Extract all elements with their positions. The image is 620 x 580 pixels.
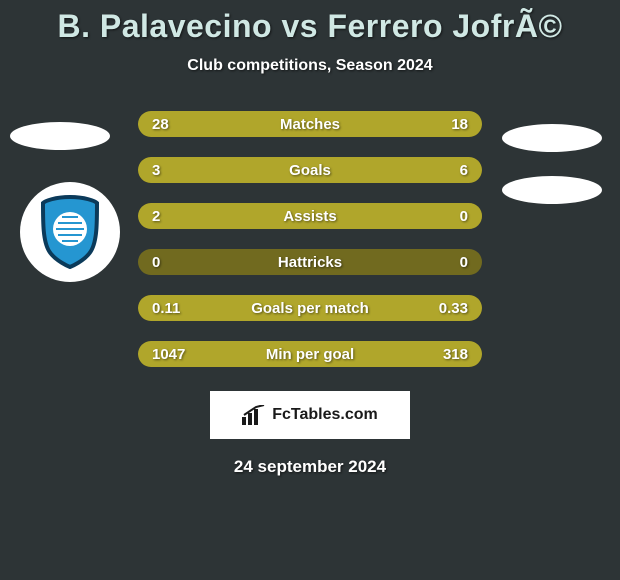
stat-label: Min per goal [266, 346, 354, 363]
stat-label: Goals [289, 162, 331, 179]
stat-right-value: 6 [460, 162, 468, 179]
stat-row: 3 Goals 6 [138, 157, 482, 183]
subtitle: Club competitions, Season 2024 [0, 57, 620, 75]
stat-left-value: 1047 [152, 346, 185, 363]
stat-fill-left [138, 295, 224, 321]
team-right-placeholder [502, 176, 602, 204]
chart-icon [242, 405, 266, 425]
stat-right-value: 318 [443, 346, 468, 363]
stat-left-value: 3 [152, 162, 160, 179]
brand-label: FcTables.com [272, 406, 378, 424]
brand-box[interactable]: FcTables.com [210, 391, 410, 439]
stat-row: 0.11 Goals per match 0.33 [138, 295, 482, 321]
stat-left-value: 0 [152, 254, 160, 271]
stat-left-value: 28 [152, 116, 169, 133]
team-left-badge [20, 182, 120, 282]
stat-left-value: 2 [152, 208, 160, 225]
stat-row: 28 Matches 18 [138, 111, 482, 137]
page-title: B. Palavecino vs Ferrero JofrÃ© [0, 8, 620, 45]
stat-right-value: 0.33 [439, 300, 468, 317]
player-left-placeholder [10, 122, 110, 150]
stat-right-value: 18 [451, 116, 468, 133]
stat-label: Assists [283, 208, 336, 225]
stat-label: Matches [280, 116, 340, 133]
stat-label: Goals per match [251, 300, 369, 317]
stat-label: Hattricks [278, 254, 342, 271]
date-label: 24 september 2024 [0, 457, 620, 477]
stat-row: 0 Hattricks 0 [138, 249, 482, 275]
stat-right-value: 0 [460, 254, 468, 271]
stat-row: 1047 Min per goal 318 [138, 341, 482, 367]
stat-row: 2 Assists 0 [138, 203, 482, 229]
stat-right-value: 0 [460, 208, 468, 225]
stat-left-value: 0.11 [152, 300, 180, 317]
player-right-placeholder [502, 124, 602, 152]
stat-fill-right [252, 157, 482, 183]
shield-icon [39, 195, 101, 269]
